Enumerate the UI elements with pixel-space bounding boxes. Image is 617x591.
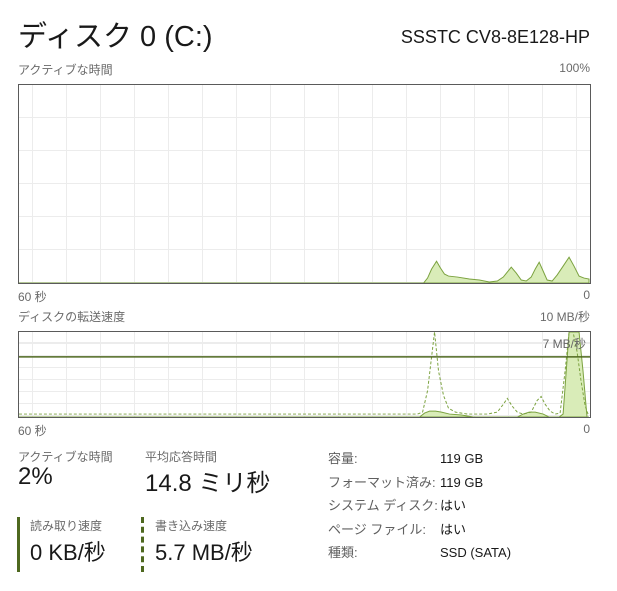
- active-time-stat-value: 2%: [18, 463, 53, 490]
- active-time-series: [19, 256, 590, 283]
- transfer-scale-max: 10 MB/秒: [539, 310, 590, 324]
- detail-label: ページ ファイル:: [328, 521, 426, 537]
- read-speed-stat-label: 読み取り速度: [30, 519, 103, 533]
- active-time-stat-label: アクティブな時間: [18, 450, 113, 464]
- active-time-x-right: 0: [583, 288, 590, 302]
- write-speed-stat-label: 書き込み速度: [155, 519, 228, 533]
- avg-response-stat-label: 平均応答時間: [145, 450, 218, 464]
- detail-row-system-disk: システム ディスク: はい: [328, 494, 511, 518]
- transfer-total-series: [19, 332, 590, 417]
- detail-value: 119 GB: [440, 451, 484, 466]
- active-time-scale-max: 100%: [559, 61, 590, 75]
- avg-response-stat-value: 14.8 ミリ秒: [145, 470, 271, 497]
- page-title: ディスク 0 (C:): [18, 21, 213, 53]
- detail-label: 種類:: [328, 545, 358, 560]
- disk-model-label: SSSTC CV8-8E128-HP: [400, 27, 590, 47]
- detail-row-type: 種類: SSD (SATA): [328, 541, 511, 565]
- detail-value: はい: [440, 521, 467, 537]
- transfer-x-left: 60 秒: [18, 424, 47, 438]
- active-time-x-left: 60 秒: [18, 290, 47, 304]
- detail-value: SSD (SATA): [440, 545, 512, 560]
- detail-row-capacity: 容量: 119 GB: [328, 447, 511, 471]
- active-time-chart[interactable]: [18, 84, 591, 284]
- read-speed-stat-value: 0 KB/秒: [30, 540, 106, 565]
- detail-row-page-file: ページ ファイル: はい: [328, 518, 511, 542]
- transfer-chart-label: ディスクの転送速度: [18, 310, 126, 324]
- detail-value: はい: [440, 498, 467, 513]
- detail-value: 119 GB: [440, 474, 484, 490]
- read-speed-indicator-icon: [17, 517, 20, 572]
- write-speed-stat-value: 5.7 MB/秒: [155, 540, 253, 565]
- transfer-current-label: 7 MB/秒: [542, 337, 586, 351]
- transfer-rate-chart[interactable]: 7 MB/秒: [18, 331, 591, 418]
- transfer-x-right: 0: [583, 422, 590, 436]
- detail-label: システム ディスク:: [328, 498, 438, 513]
- detail-label: 容量:: [328, 451, 358, 466]
- active-time-chart-label: アクティブな時間: [18, 63, 113, 77]
- detail-row-formatted: フォーマット済み: 119 GB: [328, 471, 511, 495]
- transfer-write-series: [19, 332, 589, 415]
- write-speed-indicator-icon: [141, 517, 144, 572]
- disk-details-list: 容量: 119 GB フォーマット済み: 119 GB システム ディスク: は…: [328, 447, 511, 565]
- detail-label: フォーマット済み:: [328, 474, 436, 490]
